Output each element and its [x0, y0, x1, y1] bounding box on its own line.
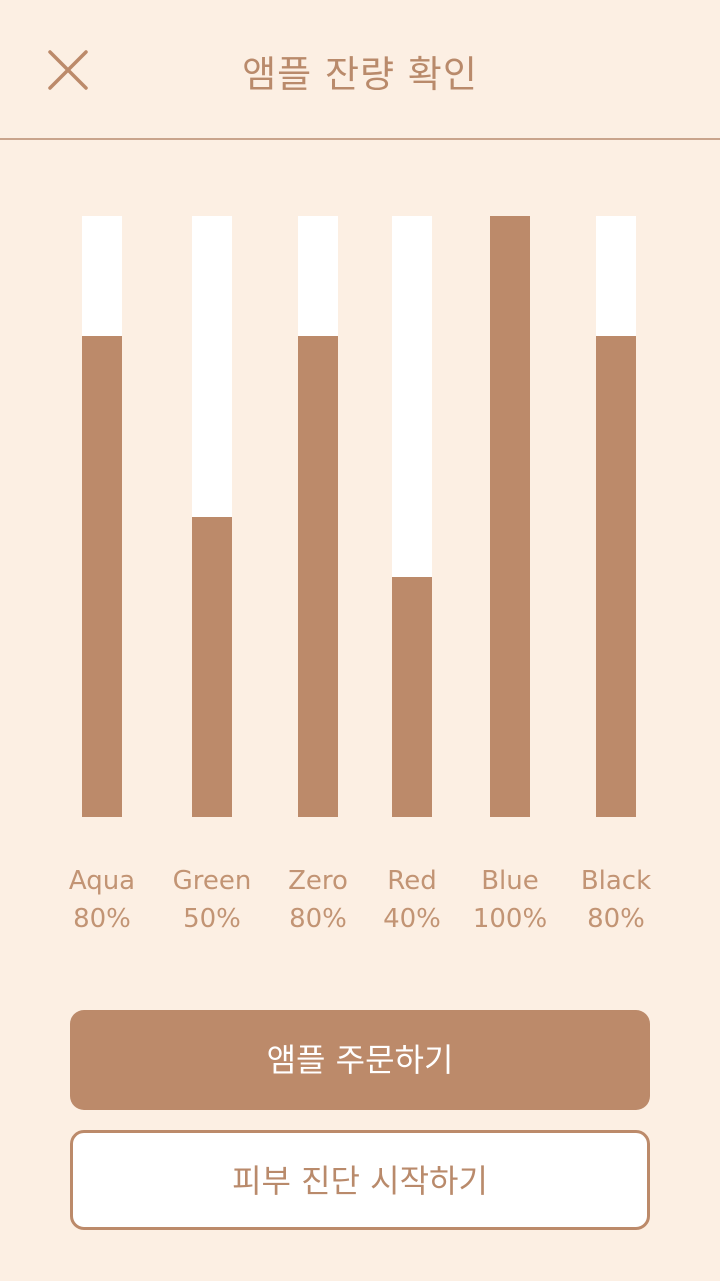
start-skin-diagnosis-button[interactable]: 피부 진단 시작하기	[70, 1130, 650, 1230]
bar-fill-aqua	[82, 336, 122, 817]
bar-fill-black	[596, 336, 636, 817]
label-aqua: Aqua 80%	[42, 862, 162, 938]
ampoule-name: Blue	[481, 866, 539, 896]
ampoule-percent: 50%	[183, 904, 241, 934]
ampoule-percent: 80%	[587, 904, 645, 934]
order-ampoule-button[interactable]: 앰플 주문하기	[70, 1010, 650, 1110]
header: 앰플 잔량 확인	[0, 0, 720, 140]
bar-fill-blue	[490, 216, 530, 817]
bar-track-red	[392, 216, 432, 817]
ampoule-name: Black	[580, 866, 652, 896]
ampoule-name: Red	[387, 866, 437, 896]
ampoule-name: Green	[172, 866, 252, 896]
bar-track-aqua	[82, 216, 122, 817]
ampoule-percent: 80%	[289, 904, 347, 934]
close-button[interactable]	[38, 40, 98, 100]
bar-fill-zero	[298, 336, 338, 817]
bar-track-black	[596, 216, 636, 817]
label-black: Black 80%	[556, 862, 676, 938]
ampoule-percent: 80%	[73, 904, 131, 934]
page-title: 앰플 잔량 확인	[242, 53, 478, 96]
close-icon	[48, 50, 88, 90]
ampoule-labels: Aqua 80% Green 50% Zero 80% Red 40% Blue…	[0, 862, 720, 942]
ampoule-name: Aqua	[68, 866, 136, 896]
label-green: Green 50%	[152, 862, 272, 938]
label-blue: Blue 100%	[450, 862, 570, 938]
label-zero: Zero 80%	[258, 862, 378, 938]
bar-track-blue	[490, 216, 530, 817]
bar-fill-green	[192, 516, 232, 817]
ampoule-level-chart	[0, 216, 720, 817]
bar-fill-red	[392, 576, 432, 817]
ampoule-name: Zero	[288, 866, 348, 896]
label-red: Red 40%	[352, 862, 472, 938]
bar-track-zero	[298, 216, 338, 817]
ampoule-percent: 40%	[383, 904, 441, 934]
bar-track-green	[192, 216, 232, 817]
ampoule-percent: 100%	[472, 904, 548, 934]
